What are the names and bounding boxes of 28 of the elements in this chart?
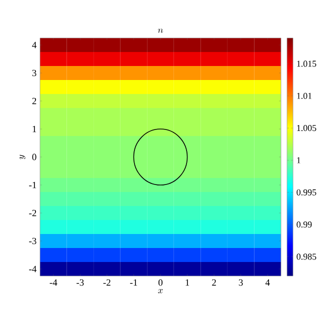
- x-tick-label: 2: [212, 279, 216, 286]
- x-tick-label: -3: [76, 279, 84, 286]
- color-bar-label: 0.985: [296, 254, 316, 260]
- y-tick-label: 0: [32, 154, 36, 160]
- y-tick-label: 1: [32, 126, 36, 132]
- x-tick-label: 4: [265, 279, 270, 286]
- color-bar-label: 0.995: [296, 189, 316, 196]
- y-axis-title: $y$: [20, 154, 26, 160]
- y-tick-label: -4: [29, 266, 37, 272]
- color-bar-label: 1.01: [297, 92, 312, 99]
- x-tick-label: 0: [158, 279, 163, 286]
- x-tick-label: -2: [103, 279, 110, 286]
- y-tick-label: -2: [29, 210, 36, 216]
- x-axis-title: $x$: [158, 289, 163, 294]
- x-tick-label: 3: [238, 279, 243, 286]
- y-tick-label: 4: [32, 42, 37, 48]
- color-bar-label: 1.015: [297, 60, 316, 67]
- y-tick-label: -1: [29, 182, 36, 188]
- chart-title: $n$: [158, 28, 164, 33]
- x-tick-label: 1: [186, 279, 190, 286]
- y-tick-label: 3: [32, 70, 36, 76]
- color-bar-label: 1: [297, 157, 300, 164]
- x-tick-label: -1: [130, 279, 138, 286]
- y-tick-label: 2: [32, 98, 36, 104]
- y-tick-label: -3: [29, 238, 36, 244]
- color-bar-label: 0.99: [296, 221, 312, 228]
- color-bar-label: 1.005: [297, 125, 316, 132]
- x-tick-label: -4: [50, 279, 58, 286]
